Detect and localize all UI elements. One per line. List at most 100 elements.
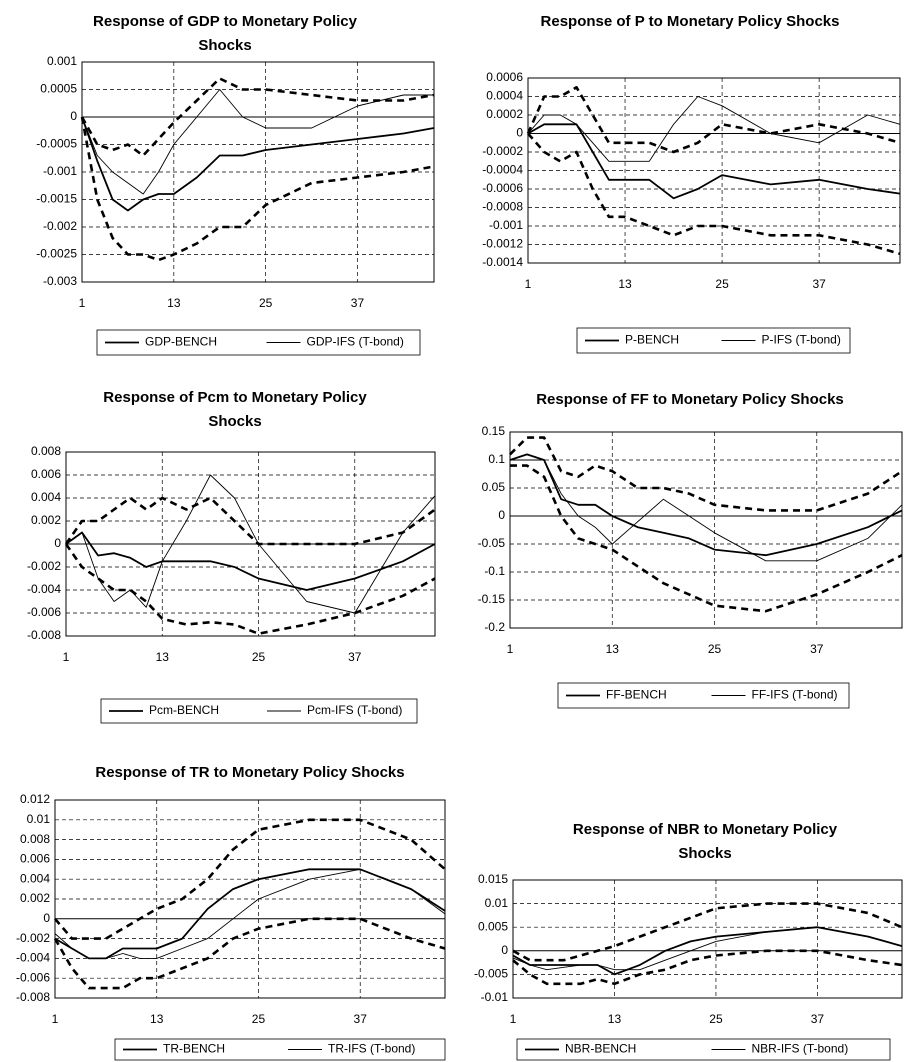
y-tick-label: 0 [70,109,77,123]
x-tick-label: 25 [252,1012,266,1026]
series-line [527,132,901,256]
chart-title: Response of FF to Monetary Policy Shocks [536,391,844,408]
y-tick-label: 0.002 [31,513,61,527]
x-tick-label: 37 [354,1012,368,1026]
series-line [510,464,903,613]
y-tick-label: 0.15 [482,424,506,438]
y-tick-label: 0 [501,943,508,957]
x-tick-label: 1 [63,650,70,664]
y-tick-label: -0.0006 [482,181,523,195]
y-tick-label: 0.005 [478,919,508,933]
y-tick-label: 0.008 [31,444,61,458]
y-tick-label: -0.008 [16,990,50,1004]
y-tick-label: -0.002 [16,931,50,945]
legend-label: TR-BENCH [163,1042,225,1056]
legend-label: P-BENCH [625,333,679,347]
chart-title: Response of P to Monetary Policy Shocks [540,13,840,30]
legend-label: Pcm-IFS (T-bond) [307,703,402,717]
y-tick-label: -0.008 [27,628,61,642]
y-tick-label: -0.05 [478,536,506,550]
x-tick-label: 13 [608,1012,622,1026]
y-tick-label: 0.1 [488,452,505,466]
y-tick-label: 0.0004 [486,89,523,103]
y-tick-label: 0.01 [27,812,51,826]
y-tick-label: -0.0012 [482,237,523,251]
y-tick-label: -0.001 [43,164,77,178]
legend-box [100,698,418,724]
y-tick-label: -0.15 [478,592,506,606]
x-tick-label: 37 [811,1012,825,1026]
y-tick-label: 0 [54,536,61,550]
series-line [509,453,903,557]
series-line [64,496,436,546]
x-tick-label: 13 [167,296,181,310]
series-line [510,459,903,562]
y-tick-label: -0.006 [27,605,61,619]
y-tick-label: -0.001 [489,218,523,232]
x-tick-label: 25 [252,650,266,664]
x-tick-label: 1 [507,642,514,656]
legend-label: TR-IFS (T-bond) [328,1042,415,1056]
y-tick-label: 0.0002 [486,107,523,121]
y-tick-label: 0.002 [20,891,50,905]
y-tick-label: 0.05 [482,480,506,494]
y-tick-label: 0 [516,126,523,140]
x-tick-label: 37 [812,277,826,291]
x-tick-label: 25 [259,296,273,310]
y-tick-label: -0.0004 [482,163,523,177]
y-tick-label: -0.003 [43,274,77,288]
legend-box [96,329,421,356]
x-tick-label: 13 [156,650,170,664]
x-tick-label: 13 [150,1012,164,1026]
y-tick-label: -0.0008 [482,200,523,214]
series-line [527,96,901,162]
y-tick-label: 0.008 [20,832,50,846]
y-tick-label: 0.012 [20,792,50,806]
y-tick-label: -0.002 [43,219,77,233]
series-line [527,123,901,200]
legend-label: NBR-BENCH [565,1042,636,1056]
y-tick-label: 0.004 [31,490,61,504]
y-tick-label: 0.001 [47,54,77,68]
y-tick-label: -0.005 [474,967,508,981]
x-tick-label: 1 [510,1012,517,1026]
chart-title: Response of GDP to Monetary Policy Shock… [93,13,357,54]
x-tick-label: 1 [79,296,86,310]
legend-label: P-IFS (T-bond) [762,333,841,347]
y-tick-label: -0.0025 [36,247,77,261]
chart-title: Response of Pcm to Monetary Policy Shock… [103,389,367,430]
plot-area [509,431,903,629]
chart-title: Response of NBR to Monetary Policy Shock… [572,821,838,862]
series-line [512,926,903,971]
series-line [65,474,436,614]
legend-label: FF-IFS (T-bond) [752,688,838,702]
y-tick-label: 0.006 [20,852,50,866]
x-tick-label: 37 [348,650,362,664]
series-line [509,436,903,512]
y-tick-label: -0.004 [27,582,61,596]
y-tick-label: -0.006 [16,970,50,984]
y-tick-label: 0.01 [485,896,509,910]
x-tick-label: 37 [351,296,365,310]
y-tick-label: -0.2 [484,620,505,634]
series-line [65,531,436,591]
y-tick-label: 0 [43,911,50,925]
legend-box [114,1038,446,1061]
series-line [64,543,436,635]
y-tick-label: -0.0005 [36,137,77,151]
series-line [80,116,435,262]
series-line [54,868,446,959]
y-tick-label: 0.006 [31,467,61,481]
legend-label: GDP-IFS (T-bond) [307,335,404,349]
x-tick-label: 1 [52,1012,59,1026]
x-tick-label: 25 [708,642,722,656]
legend-box [516,1038,891,1061]
series-line [54,818,446,940]
series-line [512,902,903,962]
y-tick-label: -0.0015 [36,192,77,206]
legend-label: Pcm-BENCH [149,703,219,717]
legend-label: GDP-BENCH [145,335,217,349]
y-tick-label: 0.0006 [486,70,523,84]
